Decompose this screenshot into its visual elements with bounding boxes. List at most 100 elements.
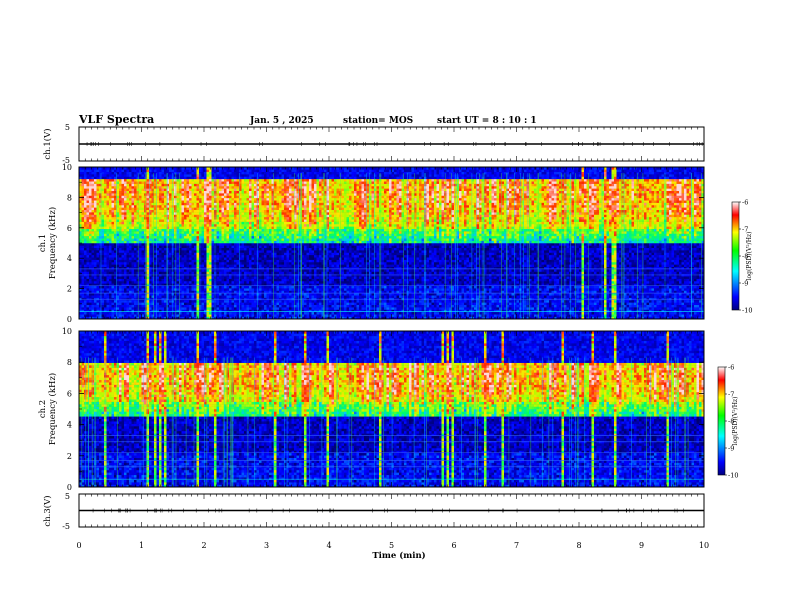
spectrogram-cell bbox=[174, 205, 177, 208]
spectrogram-cell bbox=[89, 257, 92, 260]
spectrogram-cell bbox=[89, 233, 92, 237]
spectrogram-cell bbox=[186, 183, 190, 187]
spectrogram-cell bbox=[169, 300, 172, 303]
spectrogram-cell bbox=[114, 276, 117, 279]
spectrogram-cell bbox=[191, 202, 195, 206]
spectrogram-cell bbox=[189, 238, 192, 241]
spectrogram-cell bbox=[246, 195, 250, 199]
spectrogram-cell bbox=[151, 257, 155, 260]
spectrogram-cell bbox=[211, 283, 215, 287]
spectrogram-cell bbox=[191, 169, 195, 173]
spectrogram-cell bbox=[86, 311, 90, 315]
spectrogram-cell bbox=[191, 276, 195, 279]
spectrogram-cell bbox=[161, 264, 165, 268]
spectrogram-cell bbox=[156, 285, 160, 289]
spectrogram-cell bbox=[191, 190, 195, 194]
spectrogram-cell bbox=[191, 302, 195, 306]
spectrogram-cell bbox=[101, 197, 105, 201]
spectrogram-cell bbox=[96, 257, 100, 260]
spectrogram-cell bbox=[226, 290, 230, 294]
spectrogram-cell bbox=[159, 226, 162, 230]
spectrogram-cell bbox=[136, 269, 140, 272]
spectrogram-cell bbox=[114, 281, 117, 284]
spectrogram-cell bbox=[89, 176, 92, 180]
spectrogram-cell bbox=[234, 252, 237, 256]
spectrogram-cell bbox=[129, 169, 132, 173]
spectrogram-cell bbox=[131, 197, 135, 201]
spectrogram-cell bbox=[106, 240, 110, 244]
spectrogram-cell bbox=[254, 271, 257, 275]
spectrogram-cell bbox=[154, 278, 157, 282]
spectrogram-cell bbox=[146, 257, 150, 260]
spectrogram-cell bbox=[141, 259, 145, 263]
spectrogram-cell bbox=[141, 228, 145, 232]
spectrogram-cell bbox=[261, 219, 265, 222]
spectrogram-cell bbox=[134, 262, 137, 265]
spectrogram-cell bbox=[256, 243, 260, 246]
spectrogram-cell bbox=[196, 283, 200, 287]
spectrogram-cell bbox=[256, 167, 260, 170]
spectrogram-cell bbox=[99, 193, 102, 196]
spectrogram-cell bbox=[121, 228, 125, 232]
spectrogram-cell bbox=[186, 240, 190, 244]
spectrogram-cell bbox=[104, 262, 107, 265]
spectrogram-cell bbox=[81, 243, 85, 246]
spectrogram-cell bbox=[176, 202, 180, 206]
spectrogram-cell bbox=[236, 228, 240, 232]
spectrogram-cell bbox=[231, 190, 235, 194]
spectrogram-cell bbox=[111, 183, 115, 187]
spectrogram-cell bbox=[131, 195, 135, 199]
spectrogram-cell bbox=[166, 171, 170, 175]
spectrogram-cell bbox=[249, 183, 252, 187]
spectrogram-cell bbox=[196, 309, 200, 313]
spectrogram-cell bbox=[126, 228, 130, 232]
spectrogram-cell bbox=[189, 292, 192, 296]
spectrogram-cell bbox=[204, 290, 207, 294]
spectrogram-cell bbox=[199, 231, 202, 234]
spectrogram-cell bbox=[211, 197, 215, 201]
spectrogram-cell bbox=[219, 224, 222, 227]
spectrogram-cell bbox=[244, 193, 247, 196]
spectrogram-cell bbox=[209, 309, 212, 313]
spectrogram-cell bbox=[236, 212, 240, 215]
spectrogram-cell bbox=[101, 174, 105, 177]
spectrogram-cell bbox=[134, 186, 137, 189]
spectrogram-cell bbox=[259, 252, 262, 256]
spectrogram-cell bbox=[81, 193, 85, 196]
spectrogram-cell bbox=[184, 216, 187, 220]
spectrogram-cell bbox=[259, 276, 262, 279]
spectrogram-cell bbox=[114, 295, 117, 298]
spectrogram-cell bbox=[251, 195, 255, 199]
spectrogram-cell bbox=[214, 300, 217, 303]
spectrogram-cell bbox=[86, 302, 90, 306]
spectrogram-cell bbox=[139, 257, 142, 260]
spectrogram-cell bbox=[129, 228, 132, 232]
spectrogram-cell bbox=[259, 243, 262, 246]
spectrogram-cell bbox=[186, 252, 190, 256]
spectrogram-cell bbox=[216, 167, 220, 170]
spectrogram-cell bbox=[239, 304, 242, 308]
spectrogram-cell bbox=[241, 176, 245, 180]
spectrogram-cell bbox=[209, 288, 212, 291]
spectrogram-cell bbox=[134, 304, 137, 308]
spectrogram-cell bbox=[134, 259, 137, 263]
spectrogram-cell bbox=[234, 288, 237, 291]
spectrogram-cell bbox=[259, 169, 262, 173]
spectrogram-cell bbox=[259, 224, 262, 227]
spectrogram-cell bbox=[149, 167, 152, 170]
spectrogram-cell bbox=[106, 207, 110, 211]
spectrogram-cell bbox=[214, 292, 217, 296]
spectrogram-cell bbox=[101, 262, 105, 265]
spectrogram-cell bbox=[109, 231, 112, 234]
spectrogram-cell bbox=[206, 167, 210, 170]
spectrogram-cell bbox=[239, 195, 242, 199]
spectrogram-cell bbox=[191, 212, 195, 215]
spectrogram-cell bbox=[199, 288, 202, 291]
spectrogram-cell bbox=[246, 264, 250, 268]
spectrogram-cell bbox=[214, 207, 217, 211]
spectrogram-cell bbox=[201, 231, 205, 234]
spectrogram-cell bbox=[206, 304, 210, 308]
spectrogram-cell bbox=[169, 243, 172, 246]
spectrogram-cell bbox=[169, 169, 172, 173]
spectrogram-cell bbox=[141, 300, 145, 303]
